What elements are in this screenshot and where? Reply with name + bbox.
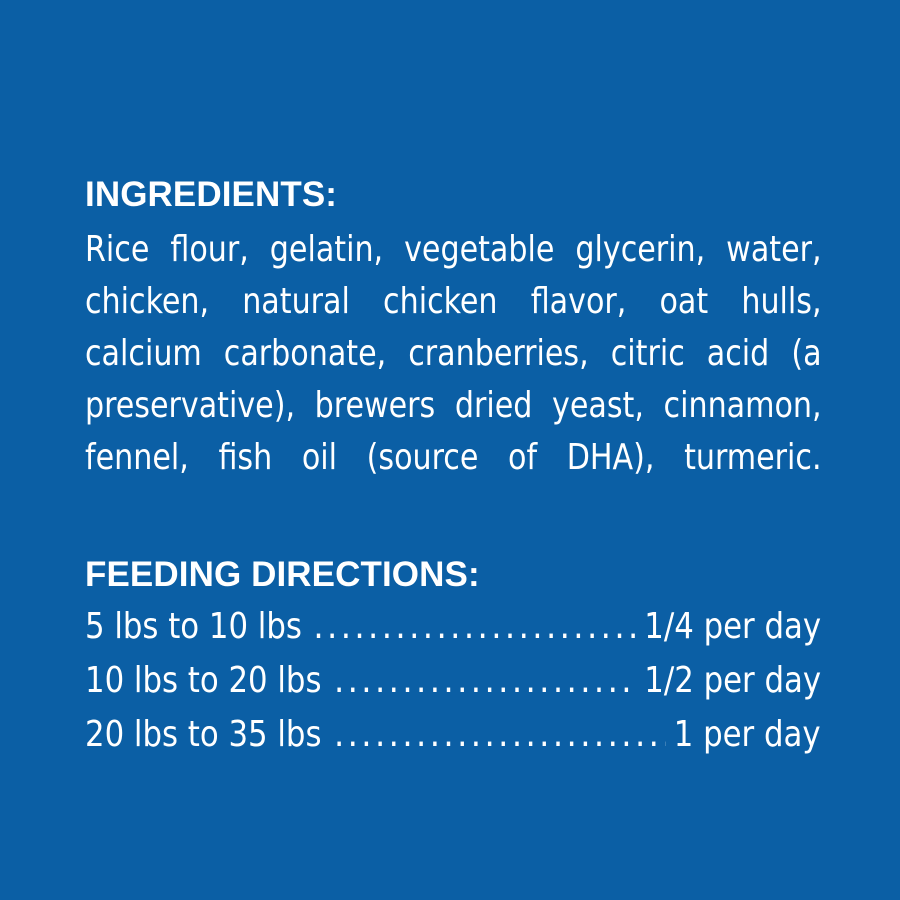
feeding-direction-row: 10 lbs to 20 lbs........................… — [85, 654, 821, 708]
dot-leader: ........................................… — [333, 714, 667, 755]
ingredients-heading: INGREDIENTS: — [85, 175, 338, 214]
feeding-directions-rows: 5 lbs to 10 lbs.........................… — [85, 600, 821, 762]
feeding-weight-range: 10 lbs to 20 lbs — [85, 660, 322, 701]
feeding-directions-section: FEEDING DIRECTIONS: 5 lbs to 10 lbs.....… — [85, 556, 821, 762]
feeding-amount: 1 per day — [674, 714, 821, 755]
feeding-weight-range: 20 lbs to 35 lbs — [85, 714, 322, 755]
feeding-direction-row: 5 lbs to 10 lbs.........................… — [85, 600, 821, 654]
ingredients-section: INGREDIENTS: Rice flour, gelatin, vegeta… — [85, 175, 822, 536]
feeding-directions-heading: FEEDING DIRECTIONS: — [85, 555, 480, 594]
feeding-direction-row: 20 lbs to 35 lbs........................… — [85, 708, 821, 762]
ingredients-body-text: Rice flour, gelatin, vegetable glycerin,… — [85, 229, 822, 478]
feeding-amount: 1/2 per day — [644, 660, 821, 701]
dot-leader: ........................................… — [333, 660, 635, 701]
feeding-amount: 1/4 per day — [644, 606, 821, 647]
dot-leader: ........................................… — [313, 606, 635, 647]
feeding-weight-range: 5 lbs to 10 lbs — [85, 606, 302, 647]
